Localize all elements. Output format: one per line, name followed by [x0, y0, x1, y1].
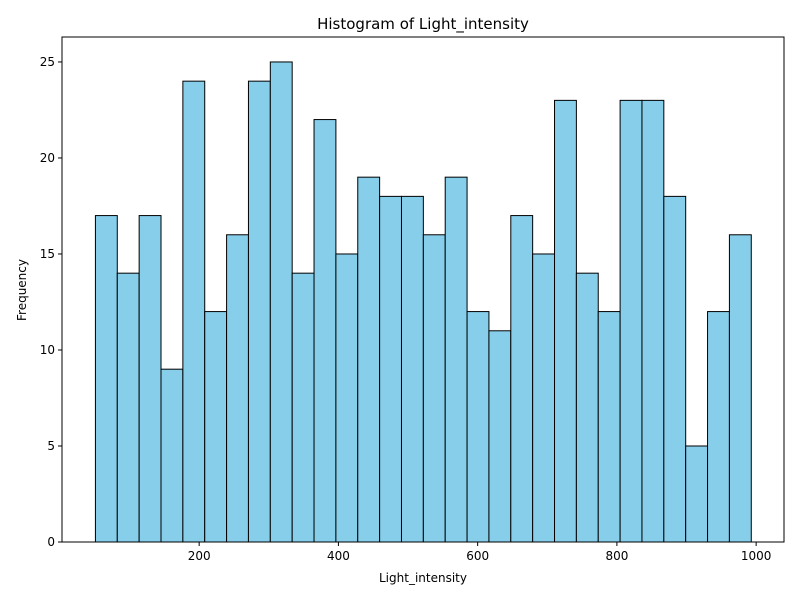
histogram-bar: [728, 234, 752, 543]
y-tick-label: 25: [40, 55, 55, 69]
x-tick-label: 800: [605, 549, 628, 563]
histogram-bar: [138, 215, 162, 543]
histogram-bar: [291, 272, 315, 543]
histogram-bar: [444, 176, 468, 543]
histogram-bar: [422, 234, 446, 543]
y-tick-label: 10: [40, 343, 55, 357]
histogram-bar: [226, 234, 249, 543]
histogram-bar: [269, 61, 293, 543]
histogram-bar: [160, 368, 184, 543]
histogram-bar: [182, 80, 206, 543]
histogram-bar: [335, 253, 359, 543]
x-tick-label: 400: [327, 549, 350, 563]
histogram-bar: [641, 99, 665, 543]
histogram-bar: [116, 272, 140, 543]
histogram-bar: [357, 176, 381, 543]
histogram-bar: [488, 330, 512, 543]
chart-title: Histogram of Light_intensity: [317, 15, 529, 34]
bars-group: [94, 61, 752, 543]
histogram-bar: [532, 253, 556, 543]
y-axis: 0 5 10 15 20 25: [40, 55, 62, 549]
histogram-bar: [619, 99, 643, 543]
histogram-bar: [313, 119, 337, 543]
y-tick-label: 15: [40, 247, 55, 261]
x-tick-label: 600: [466, 549, 489, 563]
histogram-bar: [597, 311, 621, 543]
histogram-bar: [94, 215, 118, 543]
histogram-bar: [204, 311, 228, 543]
y-axis-title: Frequency: [15, 259, 29, 321]
y-tick-label: 5: [47, 439, 55, 453]
x-tick-label: 1000: [741, 549, 772, 563]
y-tick-label: 20: [40, 151, 55, 165]
histogram-bar: [663, 195, 687, 543]
x-axis: 200 400 600 800 1000: [188, 542, 772, 563]
histogram-bar: [685, 445, 709, 543]
histogram-bar: [510, 215, 534, 543]
y-tick-label: 0: [47, 535, 55, 549]
histogram-bar: [247, 80, 271, 543]
histogram-bar: [466, 311, 490, 543]
histogram-bar: [707, 311, 730, 543]
plot-area-frame: [61, 36, 785, 543]
histogram-bar: [554, 99, 577, 543]
histogram-bar: [400, 195, 424, 543]
x-tick-label: 200: [188, 549, 211, 563]
x-axis-title: Light_intensity: [379, 571, 467, 585]
histogram-bar: [575, 272, 599, 543]
histogram-bar: [379, 195, 402, 543]
